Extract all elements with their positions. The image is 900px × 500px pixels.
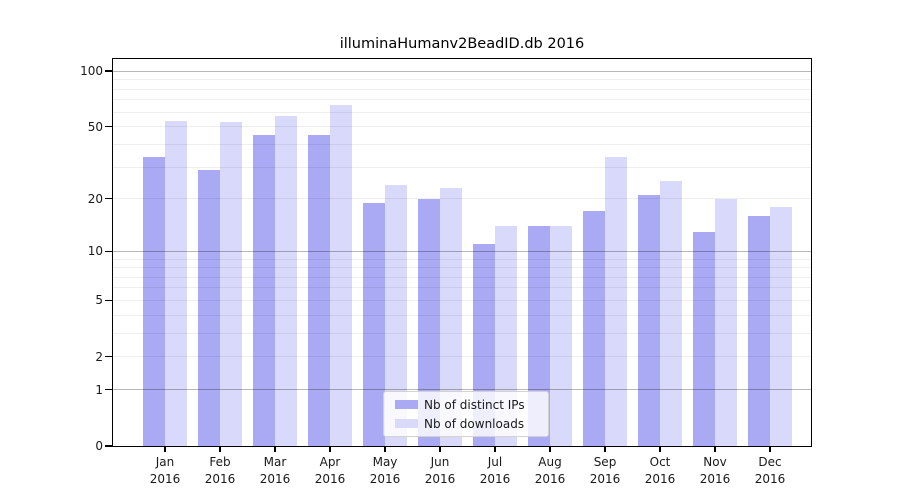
gridline-90 — [113, 79, 811, 81]
gridline-40 — [113, 143, 811, 145]
x-tick-mark-may — [384, 446, 386, 452]
bar-feb-downloads — [220, 122, 242, 446]
bar-oct-distinct-ips — [638, 194, 660, 446]
x-tick-label-mar: Mar 2016 — [259, 455, 291, 486]
y-tick-mark-100 — [105, 70, 113, 72]
x-tick-mark-apr — [329, 446, 331, 452]
x-tick-label-nov: Nov 2016 — [699, 455, 731, 486]
y-tick-label-100: 100 — [80, 64, 103, 79]
y-tick-label-10: 10 — [87, 244, 103, 259]
gridline-70 — [113, 99, 811, 101]
bar-may-distinct-ips — [363, 202, 385, 446]
gridline-60 — [113, 111, 811, 113]
bar-may-downloads — [385, 184, 407, 446]
x-tick-mark-oct — [659, 446, 661, 452]
x-tick-mark-nov — [714, 446, 716, 452]
x-tick-label-may: May 2016 — [369, 455, 401, 486]
bar-mar-distinct-ips — [253, 135, 275, 446]
legend-label-downloads: Nb of downloads — [424, 416, 525, 431]
y-tick-mark-10 — [105, 250, 113, 252]
bar-apr-distinct-ips — [308, 135, 330, 446]
y-tick-mark-20 — [105, 198, 113, 200]
bar-apr-downloads — [330, 104, 352, 446]
x-tick-label-dec: Dec 2016 — [754, 455, 786, 486]
legend-row-downloads: Nb of downloads — [384, 416, 548, 432]
x-tick-mark-dec — [769, 446, 771, 452]
y-tick-label-0: 0 — [95, 439, 103, 453]
bar-feb-distinct-ips — [198, 169, 220, 446]
legend-label-distinct-ips: Nb of distinct IPs — [424, 397, 525, 412]
x-tick-mark-jan — [164, 446, 166, 452]
y-tick-label-1: 1 — [95, 382, 103, 397]
bar-nov-downloads — [715, 198, 737, 446]
bar-dec-downloads — [770, 206, 792, 446]
x-tick-label-aug: Aug 2016 — [534, 455, 566, 486]
bar-jan-distinct-ips — [143, 157, 165, 446]
x-tick-mark-mar — [274, 446, 276, 452]
y-tick-mark-0 — [105, 445, 113, 447]
x-tick-label-jun: Jun 2016 — [424, 455, 456, 486]
x-tick-mark-feb — [219, 446, 221, 452]
bar-aug-downloads — [550, 226, 572, 446]
legend-swatch-distinct-ips — [395, 400, 418, 409]
x-tick-mark-sep — [604, 446, 606, 452]
legend: Nb of distinct IPs Nb of downloads — [383, 391, 549, 437]
x-tick-mark-jun — [439, 446, 441, 452]
gridline-30 — [113, 166, 811, 168]
gridline-100 — [113, 70, 811, 72]
bar-dec-distinct-ips — [748, 215, 770, 446]
bar-nov-distinct-ips — [693, 231, 715, 446]
gridline-50 — [113, 126, 811, 128]
bar-sep-distinct-ips — [583, 211, 605, 446]
x-tick-label-feb: Feb 2016 — [204, 455, 236, 486]
y-tick-mark-50 — [105, 125, 113, 128]
chart-title: illuminaHumanv2BeadID.db 2016 — [339, 36, 585, 52]
y-tick-mark-5 — [105, 299, 113, 302]
y-tick-label-5: 5 — [95, 293, 103, 308]
y-tick-mark-1 — [105, 389, 113, 391]
y-tick-label-2: 2 — [95, 349, 103, 364]
bar-jun-downloads — [440, 187, 462, 446]
bar-sep-downloads — [605, 157, 627, 446]
legend-row-distinct-ips: Nb of distinct IPs — [384, 397, 548, 413]
x-tick-label-sep: Sep 2016 — [589, 455, 621, 486]
x-tick-mark-jul — [494, 446, 496, 452]
legend-swatch-downloads — [395, 419, 418, 428]
bar-jan-downloads — [165, 120, 187, 446]
y-tick-label-50: 50 — [87, 119, 103, 134]
gridline-80 — [113, 88, 811, 90]
bar-oct-downloads — [660, 181, 682, 446]
x-tick-label-apr: Apr 2016 — [314, 455, 346, 486]
plot-area: Nb of distinct IPs Nb of downloads — [113, 59, 811, 446]
x-tick-label-jan: Jan 2016 — [149, 455, 181, 486]
x-tick-mark-aug — [549, 446, 551, 452]
x-tick-label-jul: Jul 2016 — [479, 455, 511, 486]
y-tick-mark-2 — [105, 356, 113, 358]
bar-jun-distinct-ips — [418, 198, 440, 446]
bar-mar-downloads — [275, 116, 297, 446]
x-tick-label-oct: Oct 2016 — [644, 455, 676, 486]
y-tick-label-20: 20 — [87, 191, 103, 206]
